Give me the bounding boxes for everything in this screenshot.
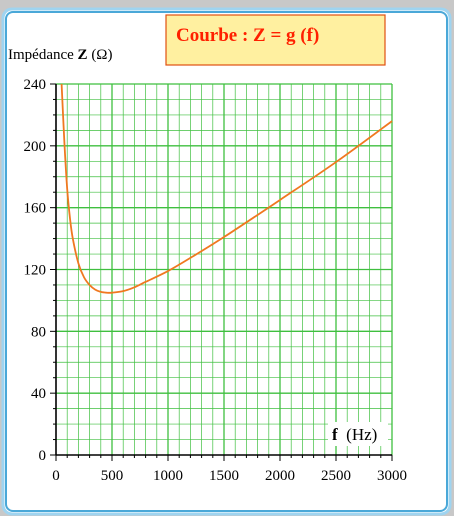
y-axis-label-prefix: Impédance (8, 47, 78, 63)
x-tick-label: 2000 (265, 468, 295, 484)
x-axis-label-symbol: f (332, 425, 338, 444)
x-tick-label: 500 (101, 468, 124, 484)
y-tick-label: 200 (24, 139, 47, 155)
series-line (60, 83, 393, 294)
x-tick-label: 2500 (321, 468, 351, 484)
chart-title: Courbe : Z = g (f) (176, 25, 319, 46)
y-tick-label: 160 (24, 201, 47, 217)
x-tick-label: 1000 (153, 468, 183, 484)
y-ticks: 0 40 80 120 160 200 240 (24, 77, 56, 464)
x-axis-label-unit: (Hz) (338, 425, 378, 444)
x-ticks: 0 500 1000 1500 2000 2500 3000 (52, 455, 407, 484)
x-tick-label: 1500 (209, 468, 239, 484)
x-tick-label: 0 (52, 468, 60, 484)
y-tick-label: 120 (24, 263, 47, 279)
x-axis-label-bg (328, 422, 388, 446)
y-tick-label: 0 (39, 448, 47, 464)
grid-major (56, 83, 393, 455)
x-tick-label: 3000 (377, 468, 407, 484)
y-axis-label-symbol: Z (78, 47, 88, 63)
y-tick-label: 240 (24, 77, 47, 93)
series-layer (60, 83, 393, 294)
chart-panel-border (5, 11, 448, 512)
x-axis-label: f (Hz) (332, 425, 377, 444)
y-tick-label: 80 (31, 324, 46, 340)
y-tick-label: 40 (31, 386, 46, 402)
y-axis-label: Impédance Z (Ω) (8, 47, 112, 63)
chart-panel (1, 7, 452, 516)
y-axis-label-unit: (Ω) (88, 47, 113, 63)
title-box (165, 14, 386, 66)
